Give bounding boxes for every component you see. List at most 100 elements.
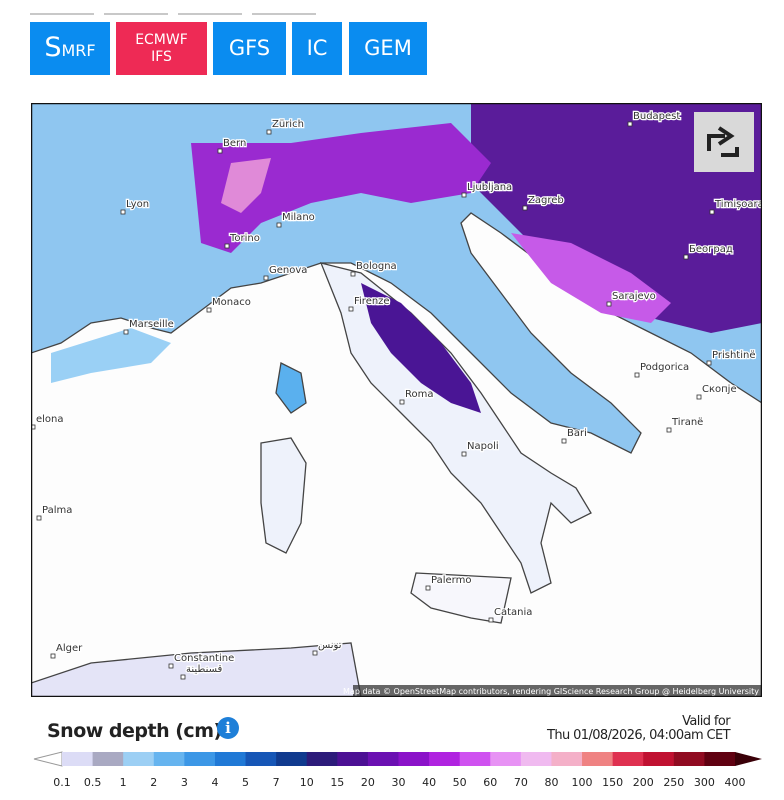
city-dot	[180, 674, 186, 680]
city-dot	[606, 301, 612, 307]
model-button[interactable]: SMRF	[30, 22, 110, 75]
map-border	[31, 103, 762, 697]
button-label: IC	[306, 36, 328, 60]
city-label: Prishtinë	[712, 350, 755, 361]
city-label: Београд	[689, 244, 733, 255]
city-label: Alger	[56, 643, 83, 654]
colorbar-tick-label: 40	[422, 776, 436, 789]
city-label: Firenze	[354, 296, 390, 307]
color-swatch	[551, 752, 583, 766]
city-dot	[348, 306, 354, 312]
attribution: Map data © OpenStreetMap contributors, r…	[343, 687, 759, 696]
arrow-low	[33, 751, 63, 767]
city-dot	[706, 360, 712, 366]
model-button[interactable]: ECMWF IFS	[116, 22, 207, 75]
color-swatch	[673, 752, 705, 766]
colorbar-tick-label: 2	[150, 776, 157, 789]
button-label: SMRF	[44, 31, 96, 63]
colorbar-tick-label: 80	[544, 776, 558, 789]
model-button[interactable]: GFS	[213, 22, 286, 75]
city-dot	[31, 424, 36, 430]
color-swatch	[92, 752, 124, 766]
info-icon[interactable]: i	[217, 717, 239, 739]
city-dot	[399, 399, 405, 405]
city-label: Bern	[223, 138, 246, 149]
color-swatch	[214, 752, 247, 766]
share-button[interactable]	[694, 112, 754, 172]
button-label: IFS	[151, 48, 172, 65]
city-dot	[263, 275, 269, 281]
city-dot	[120, 209, 126, 215]
color-swatch	[459, 752, 491, 766]
share-icon[interactable]	[707, 126, 739, 157]
city-dot	[123, 329, 129, 335]
city-label: Catania	[494, 607, 532, 618]
colorbar-tick-label: 5	[242, 776, 249, 789]
city-label: Napoli	[467, 441, 499, 452]
city-label: Sarajevo	[612, 291, 656, 302]
city-dot	[276, 222, 282, 228]
colorbar: 0.1 0.5 1 2 3 4 5 7 10 15 20 30 40 50 60 70 80 100 150 200 2…	[33, 751, 762, 789]
top-tabs	[30, 0, 326, 19]
city-dot	[666, 427, 672, 433]
color-swatch	[184, 752, 216, 766]
color-swatch	[490, 752, 522, 766]
color-swatch	[612, 752, 644, 766]
color-swatch	[62, 752, 94, 766]
color-swatch	[643, 752, 675, 766]
city-label: Podgorica	[640, 362, 689, 373]
colorbar-tick-label: 1	[120, 776, 127, 789]
colorbar-tick-label: 100	[572, 776, 593, 789]
colorbar-tick-label: 15	[330, 776, 344, 789]
city-dot	[461, 192, 467, 198]
valid-value: Thu 01/08/2026, 04:00am CET	[546, 728, 731, 743]
city-dot	[50, 653, 56, 659]
colorbar-tick-label: 7	[273, 776, 280, 789]
colorbar-tick-label: 30	[392, 776, 406, 789]
map-labels: Zürich Bern Lyon Milano Torino Genova Monaco Ma…	[31, 110, 762, 680]
city-dot	[312, 650, 318, 656]
model-button[interactable]: IC	[292, 22, 342, 75]
attribution-bg	[353, 685, 762, 697]
color-swatch	[704, 752, 736, 766]
city-dot	[683, 254, 689, 260]
city-label: تونس	[318, 640, 342, 651]
city-label: Torino	[229, 233, 260, 244]
colorbar-tick-label: 60	[483, 776, 497, 789]
city-label: Milano	[282, 212, 315, 223]
color-swatch	[429, 752, 461, 766]
colorbar-tick-label: 400	[725, 776, 746, 789]
city-label: Ljubljana	[467, 182, 512, 193]
button-label: ECMWF	[135, 31, 188, 48]
city-dot	[206, 307, 212, 313]
arrow-high	[735, 752, 762, 766]
city-dot	[709, 209, 715, 215]
city-label: Palma	[42, 505, 72, 516]
city-dot	[634, 372, 640, 378]
city-label: Roma	[405, 389, 434, 400]
city-dot	[224, 243, 230, 249]
city-label: Bari	[567, 428, 587, 439]
valid-label: Valid for	[682, 714, 731, 729]
city-label: قسنطينة	[186, 664, 223, 675]
city-label: Timișoara	[714, 199, 762, 210]
color-swatch	[276, 752, 308, 766]
color-swatch	[153, 752, 185, 766]
model-button[interactable]: GEM	[349, 22, 427, 75]
city-label: Palermo	[431, 575, 471, 586]
colorbar-tick-label: 3	[181, 776, 188, 789]
city-label: Genova	[269, 265, 307, 276]
city-dot	[461, 451, 467, 457]
colorbar-tick-label: 200	[633, 776, 654, 789]
city-dot	[350, 271, 356, 277]
colorbar-tick-label: 4	[211, 776, 218, 789]
colorbar-tick-label: 50	[453, 776, 467, 789]
city-label: Zürich	[272, 119, 304, 130]
valid-time: Valid for Thu 01/08/2026, 04:00am CET	[546, 714, 731, 743]
color-swatch	[582, 752, 614, 766]
city-label: Zagreb	[528, 195, 564, 206]
colorbar-tick-label: 150	[602, 776, 623, 789]
color-swatch	[123, 752, 155, 766]
color-swatch	[337, 752, 369, 766]
